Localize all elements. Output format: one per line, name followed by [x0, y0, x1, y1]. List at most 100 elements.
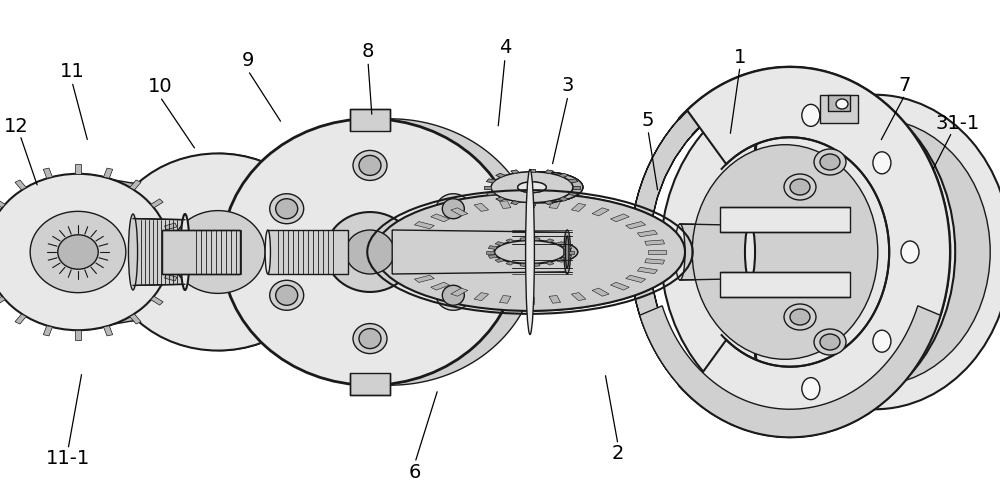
Ellipse shape	[518, 182, 546, 193]
Polygon shape	[559, 197, 568, 201]
Text: 7: 7	[899, 76, 911, 95]
Polygon shape	[431, 214, 450, 222]
Ellipse shape	[501, 172, 583, 203]
Polygon shape	[626, 275, 646, 282]
Polygon shape	[640, 306, 940, 437]
Ellipse shape	[106, 153, 330, 351]
Polygon shape	[569, 192, 578, 196]
Polygon shape	[499, 295, 511, 303]
Polygon shape	[637, 267, 658, 274]
Polygon shape	[626, 222, 646, 229]
Polygon shape	[451, 288, 468, 296]
Polygon shape	[549, 201, 561, 209]
Ellipse shape	[30, 211, 126, 293]
Polygon shape	[573, 185, 580, 188]
Polygon shape	[559, 173, 568, 177]
Text: 12: 12	[4, 116, 28, 136]
Polygon shape	[610, 282, 629, 290]
Ellipse shape	[58, 235, 98, 269]
Text: 31-1: 31-1	[936, 114, 980, 133]
Polygon shape	[370, 119, 538, 385]
Polygon shape	[43, 326, 52, 336]
Ellipse shape	[276, 199, 298, 219]
Polygon shape	[75, 330, 81, 340]
Polygon shape	[474, 203, 489, 211]
Polygon shape	[414, 222, 434, 229]
Ellipse shape	[675, 224, 685, 280]
Text: 8: 8	[362, 42, 374, 61]
Ellipse shape	[270, 280, 304, 310]
Ellipse shape	[491, 172, 573, 203]
Polygon shape	[15, 180, 26, 190]
Text: 3: 3	[562, 76, 574, 95]
Polygon shape	[495, 241, 504, 245]
Polygon shape	[165, 223, 177, 230]
Ellipse shape	[790, 179, 810, 195]
Polygon shape	[394, 250, 412, 254]
Polygon shape	[571, 293, 586, 301]
Ellipse shape	[270, 194, 304, 224]
Polygon shape	[571, 203, 586, 211]
Bar	[828, 95, 850, 111]
Polygon shape	[610, 214, 629, 222]
Ellipse shape	[436, 280, 470, 310]
Polygon shape	[526, 297, 534, 304]
Polygon shape	[559, 173, 568, 177]
Ellipse shape	[196, 232, 240, 272]
Polygon shape	[534, 263, 540, 267]
Ellipse shape	[375, 193, 685, 311]
Text: 6: 6	[409, 463, 421, 482]
Ellipse shape	[180, 214, 190, 290]
Polygon shape	[104, 326, 113, 336]
Polygon shape	[151, 296, 163, 305]
Polygon shape	[511, 170, 519, 173]
Polygon shape	[569, 179, 578, 183]
Polygon shape	[511, 170, 519, 173]
Polygon shape	[488, 255, 497, 259]
Ellipse shape	[491, 172, 573, 203]
Polygon shape	[592, 208, 609, 216]
Ellipse shape	[131, 163, 333, 341]
Text: 11: 11	[60, 62, 84, 81]
Polygon shape	[268, 230, 348, 274]
Polygon shape	[520, 263, 526, 267]
Polygon shape	[546, 262, 554, 265]
Polygon shape	[486, 192, 495, 196]
Polygon shape	[130, 180, 141, 190]
Polygon shape	[104, 168, 113, 178]
Ellipse shape	[346, 230, 394, 274]
Ellipse shape	[526, 169, 534, 335]
Polygon shape	[687, 67, 950, 437]
Ellipse shape	[802, 104, 820, 127]
Polygon shape	[496, 173, 505, 177]
Polygon shape	[506, 239, 514, 242]
Polygon shape	[395, 259, 415, 264]
Ellipse shape	[820, 334, 840, 350]
Ellipse shape	[353, 324, 387, 354]
Ellipse shape	[359, 155, 381, 175]
Polygon shape	[133, 219, 185, 285]
Bar	[350, 373, 390, 395]
Bar	[820, 95, 858, 122]
Ellipse shape	[814, 149, 846, 175]
Polygon shape	[414, 275, 434, 282]
Ellipse shape	[565, 236, 569, 268]
Polygon shape	[569, 179, 578, 183]
Polygon shape	[162, 230, 240, 274]
Polygon shape	[545, 170, 553, 173]
Ellipse shape	[353, 150, 387, 180]
Polygon shape	[484, 185, 491, 188]
Polygon shape	[486, 192, 495, 196]
Ellipse shape	[0, 174, 170, 330]
Bar	[350, 109, 390, 131]
Ellipse shape	[494, 240, 566, 264]
Ellipse shape	[518, 182, 546, 193]
Polygon shape	[130, 314, 141, 324]
Polygon shape	[556, 241, 565, 245]
Text: 5: 5	[642, 111, 654, 131]
Polygon shape	[559, 197, 568, 201]
Polygon shape	[495, 259, 504, 263]
Polygon shape	[0, 199, 5, 208]
Polygon shape	[78, 174, 214, 330]
Ellipse shape	[222, 119, 518, 385]
